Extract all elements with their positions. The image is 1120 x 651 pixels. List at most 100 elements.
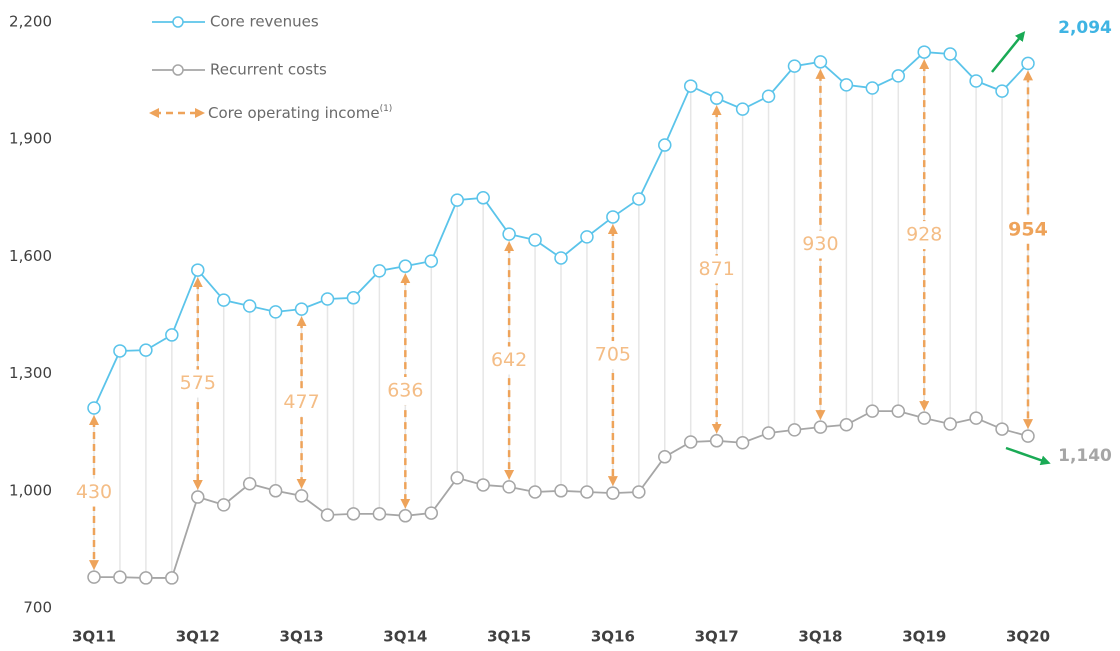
y-tick-label: 1,300 (9, 364, 52, 382)
point (502, 480, 516, 494)
point (242, 299, 257, 313)
point (87, 570, 101, 584)
point (268, 305, 283, 319)
income-label: 928 (906, 224, 942, 246)
point (632, 485, 646, 499)
point (943, 417, 957, 431)
income-label: 954 (1008, 218, 1048, 240)
end-label: 2,094 (1058, 18, 1112, 38)
point (917, 411, 931, 425)
point (969, 411, 983, 425)
point (268, 484, 283, 498)
point (735, 435, 750, 450)
point (891, 404, 906, 418)
x-tick-label: 3Q19 (902, 628, 946, 646)
point (761, 89, 776, 103)
trend-arrow-down (1005, 446, 1051, 466)
point (139, 571, 153, 585)
point (528, 233, 542, 247)
x-tick-label: 3Q20 (1006, 628, 1050, 646)
income-label-bg (72, 478, 116, 507)
x-tick-label: 3Q18 (798, 628, 842, 646)
point (216, 293, 231, 307)
income-label-bg (175, 369, 220, 398)
income-label: 642 (491, 349, 527, 371)
point (320, 292, 335, 306)
point (709, 91, 724, 105)
point (554, 251, 568, 265)
point (865, 404, 880, 418)
legend-marker (172, 16, 184, 28)
point (995, 84, 1009, 98)
end-label: 1,140 (1058, 446, 1112, 466)
point (242, 477, 257, 491)
x-tick-label: 3Q15 (487, 628, 531, 646)
y-tick-label: 1,600 (9, 247, 52, 265)
x-tick-label: 3Q12 (176, 628, 220, 646)
x-tick-label: 3Q14 (383, 628, 427, 646)
point (683, 79, 698, 93)
income-label: 871 (699, 258, 735, 280)
point (216, 498, 231, 512)
point (502, 227, 516, 241)
point (969, 74, 983, 88)
legend-text: Core operating income (208, 104, 380, 122)
point (606, 210, 620, 224)
x-tick-label: 3Q13 (280, 628, 324, 646)
x-tick-label: 3Q17 (695, 628, 739, 646)
income-label: 705 (595, 344, 631, 366)
point (450, 471, 464, 485)
point (787, 59, 802, 73)
income-label: 575 (180, 372, 216, 394)
income-label: 477 (283, 391, 319, 413)
point (606, 486, 620, 500)
point (839, 418, 854, 432)
income-label-bg (694, 255, 739, 284)
point (294, 489, 309, 503)
x-tick-label: 3Q16 (591, 628, 635, 646)
income-label-bg (798, 230, 843, 259)
point (139, 343, 153, 357)
point (813, 420, 828, 434)
point (1021, 56, 1035, 71)
point (658, 138, 672, 152)
y-tick-label: 1,000 (9, 481, 52, 499)
y-tick-label: 2,200 (9, 13, 52, 31)
point (191, 490, 205, 504)
point (709, 434, 724, 448)
income-label-bg (590, 341, 635, 370)
point (839, 78, 854, 92)
x-tick-label: 3Q11 (72, 628, 116, 646)
point (943, 47, 957, 61)
income-label-bg (1006, 215, 1050, 244)
point (165, 571, 179, 585)
point (87, 401, 101, 415)
legend-footnote: (1) (380, 104, 393, 114)
legend-label: Core operating income(1) (208, 104, 392, 122)
point (165, 328, 179, 342)
income-label-bg (383, 376, 428, 405)
point (346, 291, 361, 305)
legend-label: Core revenues (210, 13, 319, 31)
point (632, 192, 646, 206)
point (346, 507, 361, 521)
point (398, 509, 413, 523)
point (554, 484, 568, 498)
y-tick-label: 1,900 (9, 130, 52, 148)
point (372, 264, 387, 278)
point (113, 344, 127, 358)
point (580, 485, 594, 499)
point (424, 506, 439, 520)
trend-arrow-up (991, 31, 1026, 73)
point (813, 55, 828, 69)
point (113, 570, 127, 584)
y-tick-label: 700 (23, 599, 52, 617)
point (995, 422, 1009, 436)
point (761, 426, 776, 440)
point (735, 102, 750, 116)
point (528, 485, 542, 499)
point (320, 508, 335, 522)
point (787, 423, 802, 437)
point (476, 478, 490, 492)
